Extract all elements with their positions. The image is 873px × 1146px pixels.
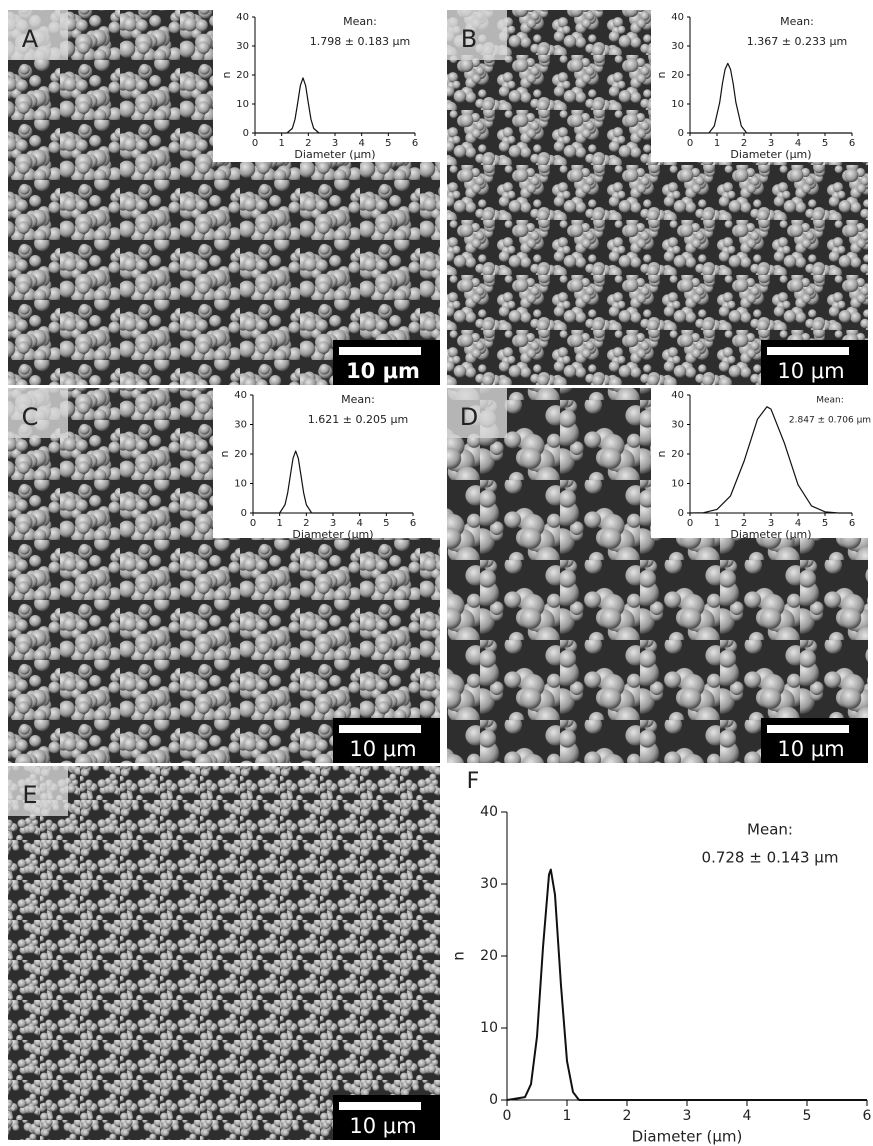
- y-tick-label: 20: [671, 70, 684, 81]
- x-tick-label: 0: [252, 138, 258, 149]
- x-axis-title: Diameter (μm): [730, 148, 811, 161]
- x-tick-label: 0: [503, 1108, 512, 1124]
- x-tick-label: 1: [714, 518, 720, 529]
- x-tick-label: 6: [412, 138, 418, 149]
- scale-bar: [339, 1102, 421, 1110]
- x-tick-label: 5: [822, 138, 828, 149]
- y-tick-label: 10: [480, 1020, 498, 1036]
- y-tick-label: 20: [671, 449, 684, 460]
- y-tick-label: 0: [243, 128, 249, 139]
- annotation: Mean:: [341, 393, 375, 406]
- sem-image: [8, 766, 440, 1140]
- y-tick-label: 20: [480, 948, 498, 964]
- scale-bar: [767, 725, 849, 733]
- x-tick-label: 6: [849, 138, 855, 149]
- scale-bar-label: 10 μm: [346, 359, 420, 383]
- annotation: 1.621 ± 0.205 μm: [308, 413, 408, 426]
- y-tick-label: 30: [234, 420, 247, 431]
- y-tick-label: 20: [236, 70, 249, 81]
- x-tick-label: 5: [385, 138, 391, 149]
- y-tick-label: 10: [671, 99, 684, 110]
- scale-bar-label: 10 μm: [349, 1114, 416, 1138]
- annotation: 0.728 ± 0.143 μm: [702, 849, 839, 867]
- x-tick-label: 5: [803, 1108, 812, 1124]
- panel-label: B: [461, 25, 477, 53]
- y-tick-label: 40: [671, 12, 684, 23]
- y-tick-label: 30: [671, 41, 684, 52]
- label-box: [8, 766, 68, 816]
- scale-bar-label: 10 μm: [349, 737, 416, 761]
- x-tick-label: 3: [683, 1108, 692, 1124]
- x-axis-title: Diameter (μm): [294, 148, 375, 161]
- annotation: 1.367 ± 0.233 μm: [747, 35, 847, 48]
- x-tick-label: 5: [822, 518, 828, 529]
- scale-bar-label: 10 μm: [777, 737, 844, 761]
- annotation: Mean:: [816, 396, 844, 406]
- y-tick-label: 30: [236, 41, 249, 52]
- x-axis-title: Diameter (μm): [632, 1128, 743, 1146]
- annotation: 2.847 ± 0.706 μm: [789, 416, 871, 426]
- panel-label: C: [22, 403, 39, 431]
- x-tick-label: 5: [383, 518, 389, 529]
- inset-background: [651, 10, 868, 162]
- x-tick-label: 1: [276, 518, 282, 529]
- y-tick-label: 40: [236, 12, 249, 23]
- scale-bar: [339, 725, 421, 733]
- distribution-curve: [507, 870, 867, 1100]
- y-tick-label: 30: [671, 420, 684, 431]
- x-tick-label: 0: [687, 138, 693, 149]
- y-tick-label: 0: [678, 508, 684, 519]
- x-tick-label: 1: [714, 138, 720, 149]
- x-axis-title: Diameter (μm): [730, 528, 811, 541]
- annotation: Mean:: [747, 821, 793, 839]
- y-axis-title: n: [655, 71, 668, 78]
- annotation: Mean:: [780, 15, 814, 28]
- panel-label: D: [460, 403, 478, 431]
- scale-bar: [339, 347, 421, 355]
- y-tick-label: 0: [489, 1092, 498, 1108]
- y-tick-label: 0: [678, 128, 684, 139]
- figure: A10 μmB10 μmC10 μmD10 μmE10 μm0102030400…: [0, 0, 873, 1146]
- y-tick-label: 40: [234, 390, 247, 401]
- x-tick-label: 0: [250, 518, 256, 529]
- x-tick-label: 1: [278, 138, 284, 149]
- panel-label: F: [467, 769, 480, 794]
- scale-bar-label: 10 μm: [777, 359, 844, 383]
- panel-label: A: [22, 25, 39, 53]
- x-tick-label: 6: [849, 518, 855, 529]
- annotation: 1.798 ± 0.183 μm: [310, 35, 410, 48]
- y-axis-title: n: [218, 450, 231, 457]
- y-axis-title: n: [450, 951, 468, 961]
- x-tick-label: 4: [743, 1108, 752, 1124]
- x-tick-label: 6: [410, 518, 416, 529]
- y-tick-label: 40: [671, 390, 684, 401]
- y-tick-label: 20: [234, 449, 247, 460]
- scale-bar: [767, 347, 849, 355]
- y-tick-label: 40: [480, 804, 498, 820]
- x-tick-label: 1: [563, 1108, 572, 1124]
- y-tick-label: 10: [234, 479, 247, 490]
- x-tick-label: 6: [863, 1108, 872, 1124]
- y-tick-label: 10: [236, 99, 249, 110]
- y-axis-title: n: [220, 71, 233, 78]
- x-tick-label: 0: [687, 518, 693, 529]
- y-tick-label: 30: [480, 876, 498, 892]
- inset-background: [213, 388, 440, 538]
- annotation: Mean:: [343, 15, 377, 28]
- panel-label: E: [22, 781, 37, 809]
- y-axis-title: n: [655, 450, 668, 457]
- y-tick-label: 0: [241, 508, 247, 519]
- x-axis-title: Diameter (μm): [292, 528, 373, 541]
- x-tick-label: 2: [623, 1108, 632, 1124]
- inset-background: [213, 10, 440, 162]
- y-tick-label: 10: [671, 479, 684, 490]
